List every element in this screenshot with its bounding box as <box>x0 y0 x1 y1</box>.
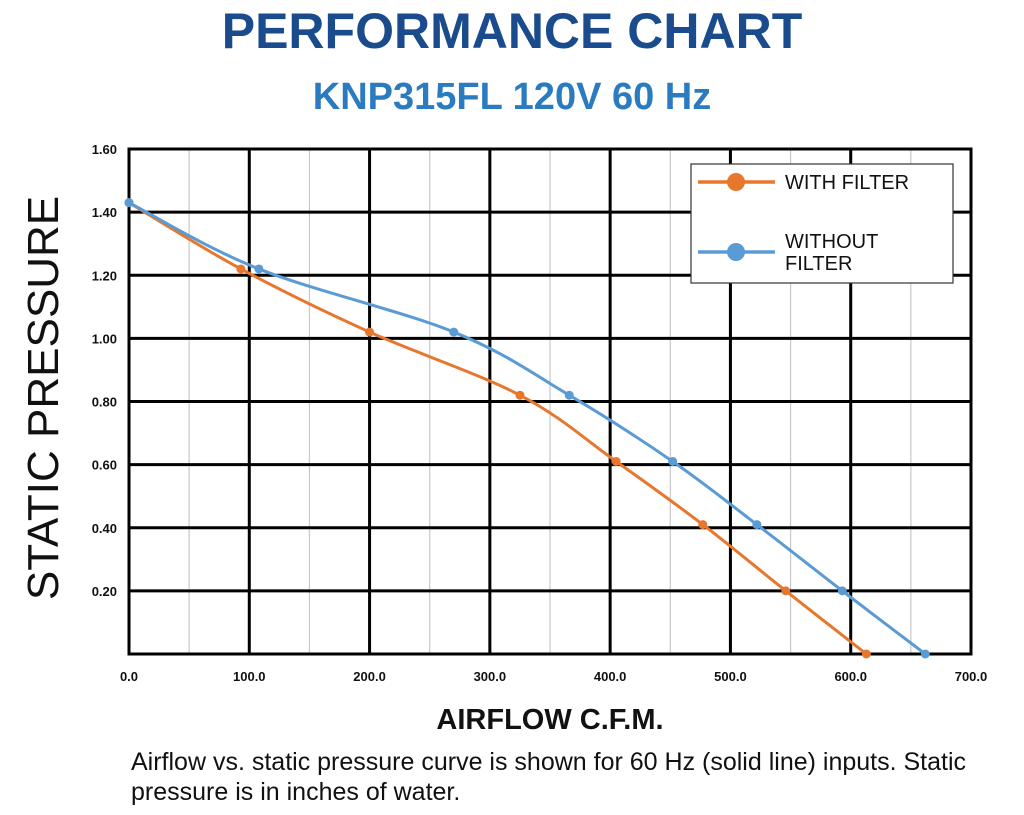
without-filter-line <box>128 201 927 656</box>
with-filter-line <box>128 201 868 656</box>
without-filter-point <box>920 649 930 659</box>
legend-without-filter-label: WITHOUT FILTER <box>785 231 878 275</box>
without-filter-point <box>752 520 762 530</box>
without-filter-point <box>668 456 678 466</box>
with-filter-point <box>698 520 708 530</box>
y-tick-label: 0.20 <box>92 584 117 599</box>
y-tick-label: 1.60 <box>92 142 117 157</box>
with-filter-point <box>861 649 871 659</box>
y-tick-label: 0.80 <box>92 395 117 410</box>
y-tick-label: 0.60 <box>92 458 117 473</box>
legend-with-filter-marker <box>727 173 745 191</box>
without-filter-point <box>449 327 459 337</box>
x-tick-label: 100.0 <box>233 669 266 684</box>
with-filter-point <box>611 456 621 466</box>
y-tick-label: 1.40 <box>92 205 117 220</box>
legend-with-filter-label: WITH FILTER <box>785 172 909 194</box>
chart-title: PERFORMANCE CHART <box>221 3 803 59</box>
legend-without-filter-marker <box>727 243 745 261</box>
chart-subtitle: KNP315FL 120V 60 Hz <box>312 76 712 118</box>
x-tick-label: 400.0 <box>594 669 627 684</box>
without-filter-point <box>837 586 847 596</box>
chart-caption: Airflow vs. static pressure curve is sho… <box>131 748 967 806</box>
x-axis-label: AIRFLOW C.F.M. <box>436 704 664 736</box>
x-tick-label: 700.0 <box>955 669 988 684</box>
x-tick-label: 300.0 <box>474 669 507 684</box>
x-tick-label: 0.0 <box>120 669 138 684</box>
y-tick-label: 1.00 <box>92 331 117 346</box>
with-filter-point <box>515 390 525 400</box>
without-filter-point <box>254 264 264 274</box>
with-filter-point <box>365 327 375 337</box>
y-tick-label: 0.40 <box>92 521 117 536</box>
with-filter-point <box>781 586 791 596</box>
with-filter-point <box>236 264 246 274</box>
without-filter-point <box>124 198 134 208</box>
x-tick-label: 500.0 <box>714 669 747 684</box>
y-tick-label: 1.20 <box>92 268 117 283</box>
x-tick-label: 200.0 <box>353 669 386 684</box>
without-filter-point <box>564 390 574 400</box>
plot-frame <box>127 147 973 656</box>
x-tick-label: 600.0 <box>834 669 867 684</box>
